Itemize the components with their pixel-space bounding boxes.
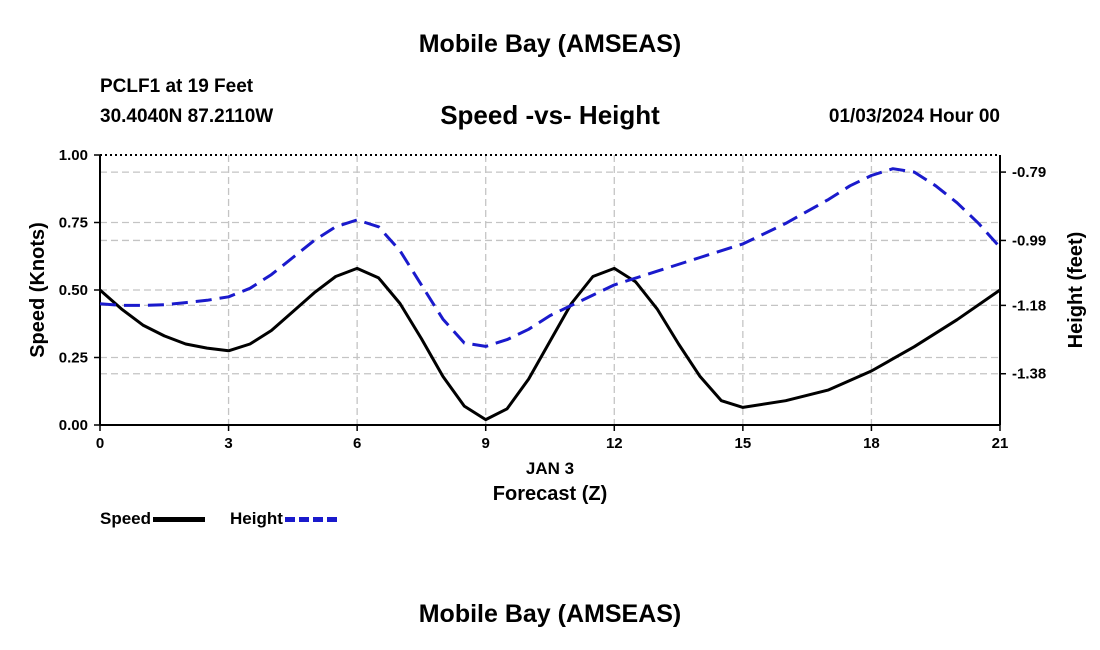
y2-tick-label: -1.38 [1012,366,1046,383]
page-title-bottom: Mobile Bay (AMSEAS) [418,600,682,628]
legend-height: Height [230,509,337,529]
y-tick-label: 1.00 [59,147,88,164]
series-line-height [99,167,1002,348]
legend-speed: Speed [100,509,206,529]
x-axis-label: Forecast (Z) [493,483,607,505]
y2-tick-label: -0.79 [1012,164,1046,181]
x-tick-label: 3 [224,435,232,452]
chart-ticks: 0 3 6 9 12 15 18 21 0.00 0.25 0.50 0.75 1.00 -0.79 -0.… [59,147,1046,452]
legend-speed-label: Speed [100,509,152,528]
x-tick-label: 18 [863,435,880,452]
chart-series [99,167,1002,422]
y2-axis-label: Height (feet) [1065,232,1087,349]
chart-grid [100,155,1000,425]
legend-height-swatch [284,516,337,522]
x-tick-label: 6 [353,435,361,452]
x-tick-label: 21 [992,435,1009,452]
chart-date: 01/03/2024 Hour 00 [828,106,1000,127]
y2-tick-label: -1.18 [1012,297,1046,314]
y-axis-label: Speed (Knots) [27,222,49,358]
x-tick-label: 0 [96,435,104,452]
coordinates-label: 30.4040N 87.2110W [100,106,274,127]
x-tick-label: 15 [735,435,752,452]
x-tick-label: 12 [606,435,623,452]
y2-tick-label: -0.99 [1012,232,1046,249]
legend-speed-swatch [153,516,206,522]
y-tick-label: 0.25 [59,350,88,367]
series-line-speed [99,266,1001,422]
station-label: PCLF1 at 19 Feet [100,76,254,97]
page-title-top: Mobile Bay (AMSEAS) [418,30,682,58]
y-tick-label: 0.50 [59,282,88,299]
x-tick-label: 9 [482,435,490,452]
chart-title: Speed -vs- Height [440,100,660,130]
y-tick-label: 0.75 [59,215,88,232]
y-tick-label: 0.00 [59,417,88,434]
x-axis-sublabel: JAN 3 [526,459,574,478]
legend-height-label: Height [230,509,283,528]
